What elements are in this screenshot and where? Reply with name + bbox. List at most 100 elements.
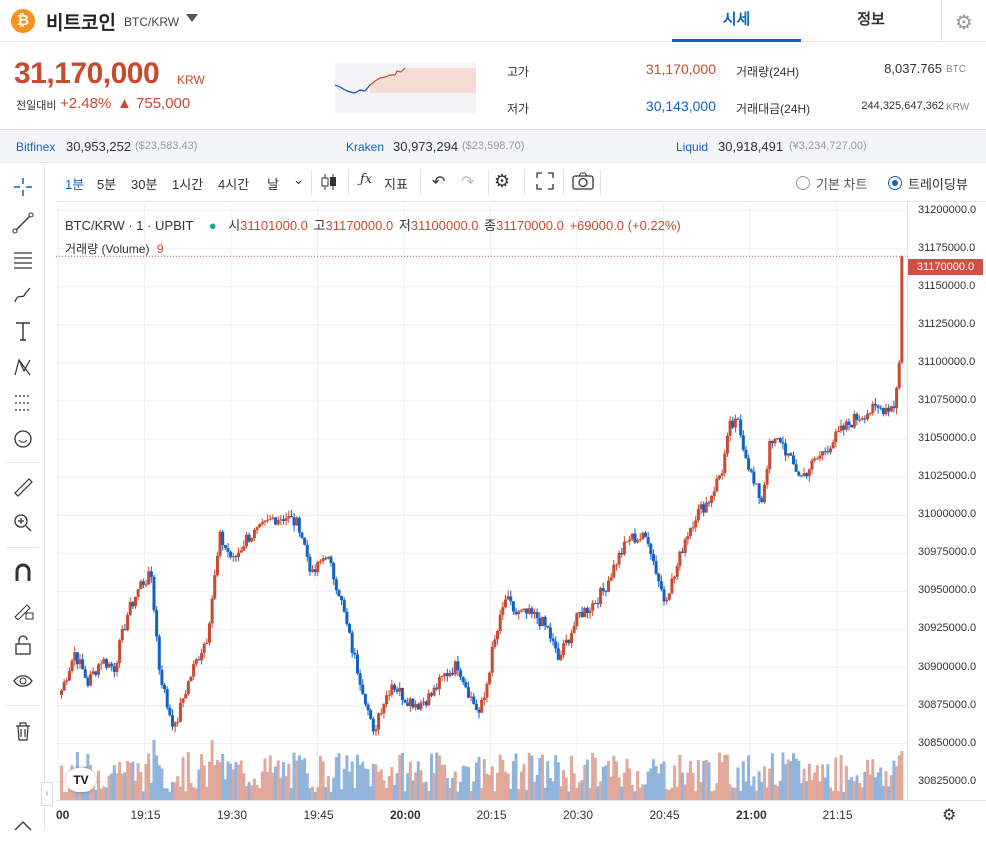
candle [887, 407, 891, 412]
candle [591, 603, 595, 611]
volume-bar [633, 791, 637, 800]
candle [70, 660, 74, 672]
candle [311, 569, 315, 572]
interval-day[interactable]: 날 [267, 177, 279, 192]
candle [126, 614, 130, 631]
candle [765, 469, 769, 485]
camera-icon[interactable] [572, 172, 594, 193]
volume-bar [355, 754, 359, 800]
axis-settings-gear-icon[interactable]: ⚙ [942, 807, 957, 824]
interval-1h[interactable]: 1시간 [172, 177, 204, 192]
volume-bar [667, 789, 671, 800]
tradingview-label[interactable]: 트레이딩뷰 [908, 177, 968, 192]
volume-bar [226, 761, 230, 800]
volume-bar [519, 771, 523, 800]
pattern-icon[interactable] [0, 350, 45, 384]
volume-bar [720, 762, 724, 800]
candlestick-chart[interactable] [56, 203, 907, 800]
redo-icon[interactable]: ↷ [461, 174, 475, 191]
tradingview-radio[interactable] [888, 176, 902, 190]
candle [776, 438, 780, 440]
candle [554, 641, 558, 649]
fullscreen-icon[interactable] [536, 172, 554, 193]
undo-icon[interactable]: ↶ [432, 174, 446, 191]
volume-bar [810, 779, 814, 800]
volume-bar [696, 760, 700, 800]
candle [540, 616, 544, 627]
exchange-price: 30,953,252 [66, 139, 132, 154]
volume-bar [260, 771, 264, 800]
magnet-icon[interactable] [0, 556, 45, 590]
interval-30m[interactable]: 30분 [131, 177, 158, 192]
volume-bar [879, 767, 883, 800]
interval-5m[interactable]: 5분 [97, 177, 117, 192]
indicator-label[interactable]: 지표 [384, 177, 408, 192]
settings-gear-icon[interactable]: ⚙ [955, 12, 973, 34]
coin-name[interactable]: 비트코인 [46, 13, 116, 34]
candle [65, 680, 69, 682]
candle [387, 694, 391, 696]
ruler-icon[interactable] [0, 470, 45, 504]
volume-bar [411, 780, 415, 800]
basic-chart-radio[interactable] [796, 176, 810, 190]
zoom-in-icon[interactable] [0, 506, 45, 540]
candle [760, 497, 764, 502]
volume-bar [414, 772, 418, 800]
candle [884, 407, 888, 415]
emoji-icon[interactable] [0, 422, 45, 456]
forecast-icon[interactable] [0, 386, 45, 420]
candle [739, 419, 743, 436]
chevron-down-icon[interactable]: ⌄ [293, 172, 304, 187]
volume-bar [366, 769, 370, 800]
volume-bar [731, 787, 735, 800]
crosshair-icon[interactable] [0, 170, 45, 204]
coin-dropdown-icon[interactable] [186, 14, 198, 22]
indicator-icon[interactable]: ƒx [360, 172, 373, 187]
eye-icon[interactable] [0, 664, 45, 698]
candle [707, 502, 711, 504]
tradingview-logo[interactable]: TV [66, 768, 96, 792]
trash-icon[interactable] [0, 714, 45, 748]
hide-icon[interactable] [0, 809, 45, 843]
candle [551, 638, 555, 642]
time-axis[interactable]: 00 19:15 19:30 19:45 20:00 20:15 20:30 20:45 21:… [56, 800, 986, 829]
candle [403, 699, 407, 703]
trend-line-icon[interactable] [0, 206, 45, 240]
volume-bar [424, 781, 428, 800]
collapse-toolbar-button[interactable]: ‹ [41, 782, 53, 806]
candle-type-icon[interactable] [321, 172, 337, 195]
tab-price[interactable]: 시세 [672, 0, 801, 42]
volume-bar [770, 753, 774, 800]
basic-chart-label[interactable]: 기본 차트 [816, 177, 868, 192]
settings-icon[interactable]: ⚙ [494, 171, 511, 191]
divider [311, 170, 312, 196]
unlock-icon[interactable] [0, 628, 45, 662]
text-icon[interactable] [0, 314, 45, 348]
candle [810, 460, 814, 470]
fib-icon[interactable] [0, 242, 45, 276]
volume-bar [337, 753, 341, 800]
volume-bar [126, 760, 130, 800]
tab-info[interactable]: 정보 [857, 11, 885, 28]
candle [213, 575, 217, 599]
candle [802, 473, 806, 477]
legend-change: +69000.0 (+0.22%) [569, 218, 681, 233]
candle [218, 531, 222, 556]
candle [583, 607, 587, 618]
brush-icon[interactable] [0, 278, 45, 312]
interval-1m[interactable]: 1분 [65, 177, 85, 192]
volume-bar [514, 753, 518, 800]
exchange-name[interactable]: Kraken [346, 140, 385, 154]
exchange-name[interactable]: Liquid [676, 140, 709, 154]
exchange-name[interactable]: Bitfinex [16, 140, 56, 154]
candle [649, 543, 653, 555]
volume-bar [488, 774, 492, 800]
interval-4h[interactable]: 4시간 [218, 177, 250, 192]
price-axis[interactable]: 31200000.0 31175000.0 31150000.0 31125000.0… [907, 203, 986, 800]
price-tick-label: 30900000.0 [918, 660, 977, 673]
volume-bar [784, 764, 788, 800]
volume-bar [644, 784, 648, 800]
candle [900, 256, 904, 363]
lock-drawing-icon[interactable] [0, 592, 45, 626]
volume-bar [107, 775, 111, 800]
